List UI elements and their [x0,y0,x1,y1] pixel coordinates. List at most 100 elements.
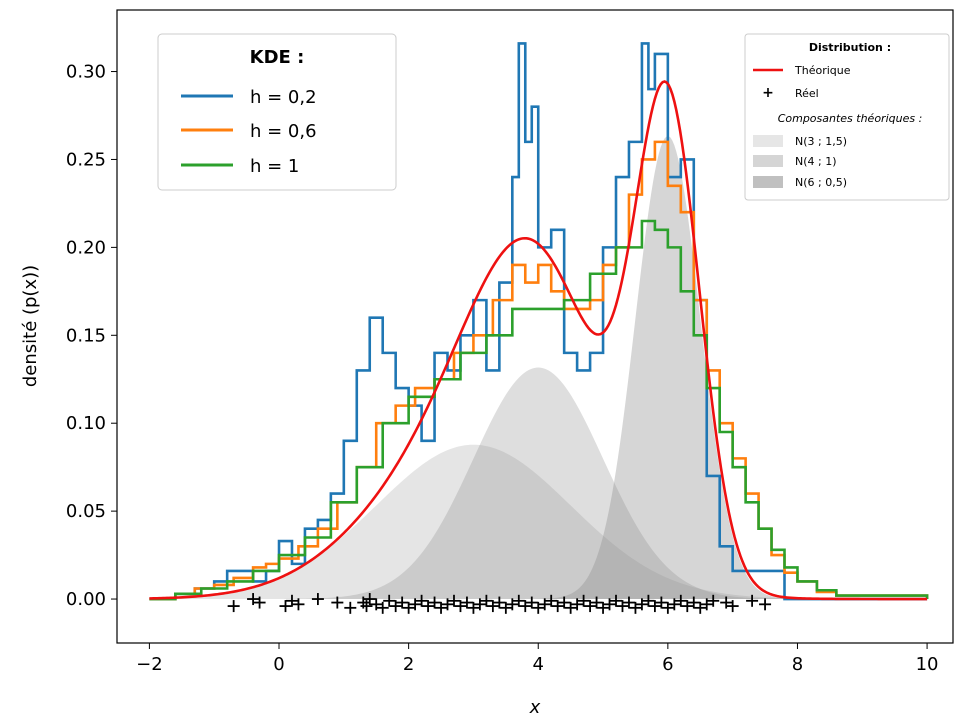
real-sample-marker [512,594,525,607]
y-axis: 0.00 0.05 0.10 0.15 0.20 0.25 0.30 [66,62,117,610]
real-sample-marker [389,600,402,613]
real-sample-marker [279,600,292,613]
legend-component-label-1: N(3 ; 1,5) [795,135,847,148]
y-tick-label: 0.10 [66,413,106,434]
legend-component-swatch-3 [753,176,783,188]
real-sample-marker [467,601,480,614]
x-axis: −2 0 2 4 6 8 10 [136,643,939,675]
legend-component-label-2: N(4 ; 1) [795,155,837,168]
real-sample-marker [370,598,383,611]
legend-kde-label-h02: h = 0,2 [250,87,317,108]
real-sample-marker [376,601,389,614]
real-sample-marker [486,600,499,613]
real-samples [227,593,772,614]
real-sample-marker [622,596,635,609]
real-sample-marker [577,594,590,607]
real-sample-marker [558,596,571,609]
legend-kde: KDE : h = 0,2 h = 0,6 h = 1 [157,33,397,191]
real-sample-marker [360,600,373,613]
real-sample-marker [746,594,759,607]
legend-kde-label-h06: h = 0,6 [250,121,317,142]
real-sample-marker [454,600,467,613]
real-sample-marker [687,596,700,609]
real-sample-marker [681,600,694,613]
real-sample-marker [311,593,324,606]
real-sample-marker [435,601,448,614]
y-tick-label: 0.05 [66,501,106,522]
x-tick-label: 4 [533,654,544,675]
real-sample-marker [661,601,674,614]
plot-area [149,42,929,614]
kde-line-3 [149,219,929,601]
real-sample-marker [564,601,577,614]
legend-real-marker: + [762,85,774,101]
real-sample-marker [428,596,441,609]
theoretical-line [149,80,928,601]
real-sample-marker [422,600,435,613]
real-sample-marker [292,598,305,611]
real-sample-marker [383,594,396,607]
real-sample-marker [707,594,720,607]
real-sample-marker [363,593,376,606]
real-sample-marker [525,596,538,609]
real-sample-marker [396,596,409,609]
real-sample-marker [655,596,668,609]
theoretical-components [149,136,928,600]
real-sample-marker [668,598,681,611]
y-axis-label: densité (p(x)) [20,265,41,387]
real-sample-marker [506,598,519,611]
x-tick-label: −2 [136,654,163,675]
real-sample-marker [603,598,616,611]
x-tick-label: 8 [792,654,803,675]
real-sample-marker [726,600,739,613]
real-sample-marker [253,596,266,609]
real-sample-marker [597,601,610,614]
legend-kde-title: KDE : [250,47,305,68]
plot-frame [116,9,954,644]
real-sample-marker [642,594,655,607]
real-sample-marker [415,594,428,607]
legend-component-swatch-2 [753,155,783,167]
real-sample-marker [584,600,597,613]
real-sample-marker [227,600,240,613]
x-tick-label: 6 [662,654,673,675]
real-sample-marker [499,601,512,614]
kde-line-1 [149,42,928,601]
real-sample-marker [545,594,558,607]
y-tick-label: 0.20 [66,237,106,258]
x-tick-label: 0 [273,654,284,675]
real-sample-marker [590,596,603,609]
real-sample-marker [759,598,772,611]
real-sample-marker [460,596,473,609]
real-sample-marker [402,601,415,614]
legend-kde-box [157,33,397,191]
legend-theoretical-label: Théorique [794,64,851,77]
real-sample-marker [247,593,260,606]
real-sample-marker [519,600,532,613]
real-sample-marker [538,598,551,611]
y-tick-label: 0.30 [66,62,106,83]
legend-components-title: Composantes théoriques : [778,112,923,125]
legend-distribution-title: Distribution : [809,41,891,54]
theoretical-density-line [149,80,928,601]
x-tick-label: 10 [916,654,939,675]
legend-component-label-3: N(6 ; 0,5) [795,176,847,189]
real-sample-marker [551,600,564,613]
real-sample-marker [635,598,648,611]
real-sample-marker [571,598,584,611]
real-sample-marker [616,600,629,613]
legend-distribution: Distribution : Théorique + Réel Composan… [744,33,950,201]
y-tick-label: 0.00 [66,589,106,610]
real-sample-marker [473,598,486,611]
legend-real-label: Réel [795,87,819,100]
component-area-1 [149,444,928,600]
real-sample-marker [447,594,460,607]
real-sample-marker [344,601,357,614]
real-sample-marker [493,596,506,609]
legend-kde-label-h1: h = 1 [250,156,299,177]
kde-lines [149,42,929,601]
real-sample-marker [610,594,623,607]
real-sample-marker [674,594,687,607]
real-sample-marker [480,594,493,607]
